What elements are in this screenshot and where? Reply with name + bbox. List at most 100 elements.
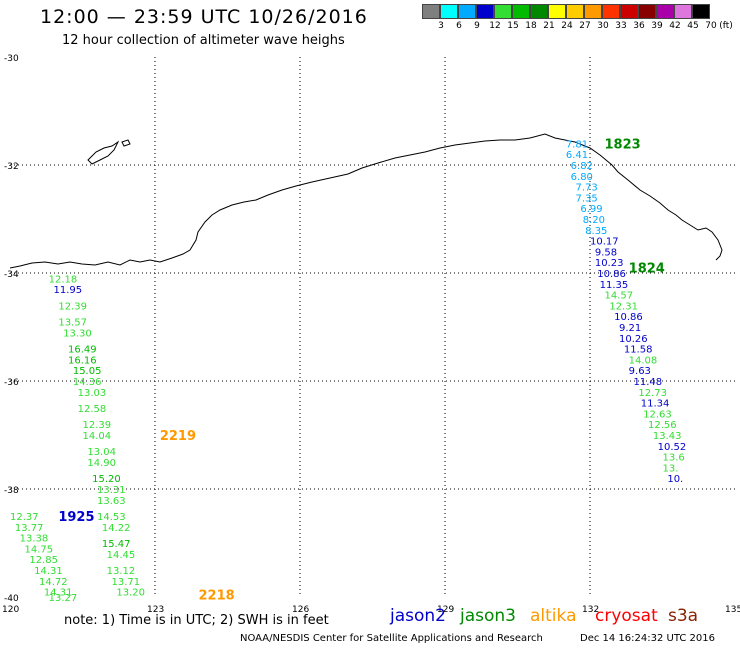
wave-height-value: 15.47 bbox=[102, 539, 131, 550]
wave-height-value: 14.53 bbox=[97, 512, 126, 523]
wave-height-value: 11.34 bbox=[641, 399, 670, 410]
wave-height-value: 16.49 bbox=[68, 345, 97, 356]
pass-time-label: 1925 bbox=[58, 510, 94, 525]
credit-line: NOAA/NESDIS Center for Satellite Applica… bbox=[240, 633, 543, 644]
wave-height-value: 9.21 bbox=[619, 323, 641, 334]
wave-height-value: 11.48 bbox=[634, 377, 663, 388]
legend-swatch bbox=[476, 4, 494, 19]
legend-swatch bbox=[584, 4, 602, 19]
wave-height-value: 13.63 bbox=[97, 496, 126, 507]
wave-height-value: 11.58 bbox=[624, 345, 653, 356]
wave-height-value: 14.36 bbox=[73, 377, 102, 388]
wave-height-value: 13.57 bbox=[58, 318, 87, 329]
longitude-label: 135 bbox=[725, 605, 740, 615]
legend-swatch bbox=[656, 4, 674, 19]
wave-height-value: 13.20 bbox=[116, 588, 145, 599]
wave-height-value: 7.81 bbox=[566, 139, 588, 150]
satellite-name-jason3: jason3 bbox=[460, 606, 516, 626]
wave-height-value: 10.26 bbox=[619, 334, 648, 345]
pass-time-label: 2218 bbox=[199, 588, 235, 603]
wave-height-value: 10.17 bbox=[590, 237, 619, 248]
legend-swatch bbox=[674, 4, 692, 19]
wave-height-value: 13. bbox=[663, 463, 679, 474]
legend-label: 36 bbox=[633, 21, 645, 31]
legend-label: 6 bbox=[456, 21, 462, 31]
legend-label: 9 bbox=[474, 21, 480, 31]
legend-label: 45 bbox=[687, 21, 699, 31]
wave-height-value: 10.86 bbox=[597, 269, 626, 280]
footer-note: note: 1) Time is in UTC; 2) SWH is in fe… bbox=[64, 613, 329, 628]
wave-height-value: 13.43 bbox=[653, 431, 682, 442]
satellite-name-altika: altika bbox=[530, 606, 577, 626]
wave-height-value: 14.31 bbox=[34, 566, 63, 577]
wave-height-value: 10.52 bbox=[658, 442, 687, 453]
legend-label: 70 bbox=[705, 21, 717, 31]
satellite-name-jason2: jason2 bbox=[390, 606, 446, 626]
legend-swatch bbox=[566, 4, 584, 19]
legend-swatch bbox=[512, 4, 530, 19]
wave-height-value: 7.73 bbox=[576, 183, 598, 194]
map-subtitle: 12 hour collection of altimeter wave hei… bbox=[62, 33, 345, 48]
latitude-label: -32 bbox=[4, 162, 19, 172]
wave-height-value: 12.56 bbox=[648, 420, 677, 431]
wave-height-value: 15.20 bbox=[92, 474, 121, 485]
pass-time-label: 1823 bbox=[605, 137, 641, 152]
timestamp: Dec 14 16:24:32 UTC 2016 bbox=[580, 633, 715, 644]
wave-height-value: 14.75 bbox=[25, 544, 54, 555]
wave-height-value: 13.04 bbox=[87, 447, 116, 458]
wave-height-value: 13.6 bbox=[663, 453, 685, 464]
legend-unit: (ft) bbox=[719, 21, 733, 31]
legend-swatch bbox=[422, 4, 440, 19]
altimeter-tracks: 7.816.416.826.807.737.356.998.208.3510.1… bbox=[10, 137, 686, 604]
latitude-label: -38 bbox=[4, 486, 19, 496]
map-title: 12:00 — 23:59 UTC 10/26/2016 bbox=[40, 6, 368, 28]
wave-height-value: 14.31 bbox=[44, 588, 73, 599]
latitude-label: -40 bbox=[4, 594, 19, 604]
wave-height-value: 7.35 bbox=[576, 193, 598, 204]
legend-swatch bbox=[692, 4, 710, 19]
wave-height-value: 12.73 bbox=[638, 388, 667, 399]
wave-height-value: 12.63 bbox=[643, 409, 672, 420]
satellite-name-s3a: s3a bbox=[668, 606, 699, 626]
australia-coastline bbox=[9, 133, 723, 269]
legend-label: 21 bbox=[543, 21, 555, 31]
wave-height-value: 12.39 bbox=[83, 420, 112, 431]
wave-height-value: 14.08 bbox=[629, 355, 658, 366]
legend-label: 15 bbox=[507, 21, 519, 31]
wave-height-value: 14.45 bbox=[107, 550, 136, 561]
wave-height-value: 14.57 bbox=[605, 291, 634, 302]
legend-label: 33 bbox=[615, 21, 627, 31]
legend-label: 24 bbox=[561, 21, 573, 31]
wave-height-value: 14.04 bbox=[83, 431, 112, 442]
islet-outline bbox=[121, 139, 131, 147]
wave-height-value: 13.27 bbox=[49, 593, 78, 604]
legend-swatch bbox=[602, 4, 620, 19]
legend-label: 18 bbox=[525, 21, 537, 31]
wave-height-value: 11.35 bbox=[600, 280, 629, 291]
wave-height-value: 12.31 bbox=[609, 301, 638, 312]
legend-label: 27 bbox=[579, 21, 591, 31]
wave-height-value: 10.23 bbox=[595, 258, 624, 269]
wave-height-value: 13.12 bbox=[107, 566, 136, 577]
wave-height-value: 12.85 bbox=[29, 555, 58, 566]
latitude-label: -36 bbox=[4, 378, 19, 388]
wave-height-value: 15.05 bbox=[73, 366, 102, 377]
legend-label: 30 bbox=[597, 21, 609, 31]
wave-height-value: 12.18 bbox=[49, 274, 78, 285]
wave-height-value: 10.86 bbox=[614, 312, 643, 323]
legend-label: 12 bbox=[489, 21, 501, 31]
wave-height-value: 13.31 bbox=[97, 485, 126, 496]
legend-label: 39 bbox=[651, 21, 663, 31]
legend-swatch bbox=[548, 4, 566, 19]
longitude-label: 120 bbox=[2, 605, 19, 615]
wave-height-value: 13.38 bbox=[20, 534, 49, 545]
latitude-label: -30 bbox=[4, 54, 19, 64]
wave-height-value: 14.90 bbox=[87, 458, 116, 469]
legend-swatch bbox=[458, 4, 476, 19]
pass-time-label: 2219 bbox=[160, 429, 196, 444]
wave-height-value: 13.03 bbox=[78, 388, 107, 399]
wave-height-value: 9.58 bbox=[595, 247, 617, 258]
